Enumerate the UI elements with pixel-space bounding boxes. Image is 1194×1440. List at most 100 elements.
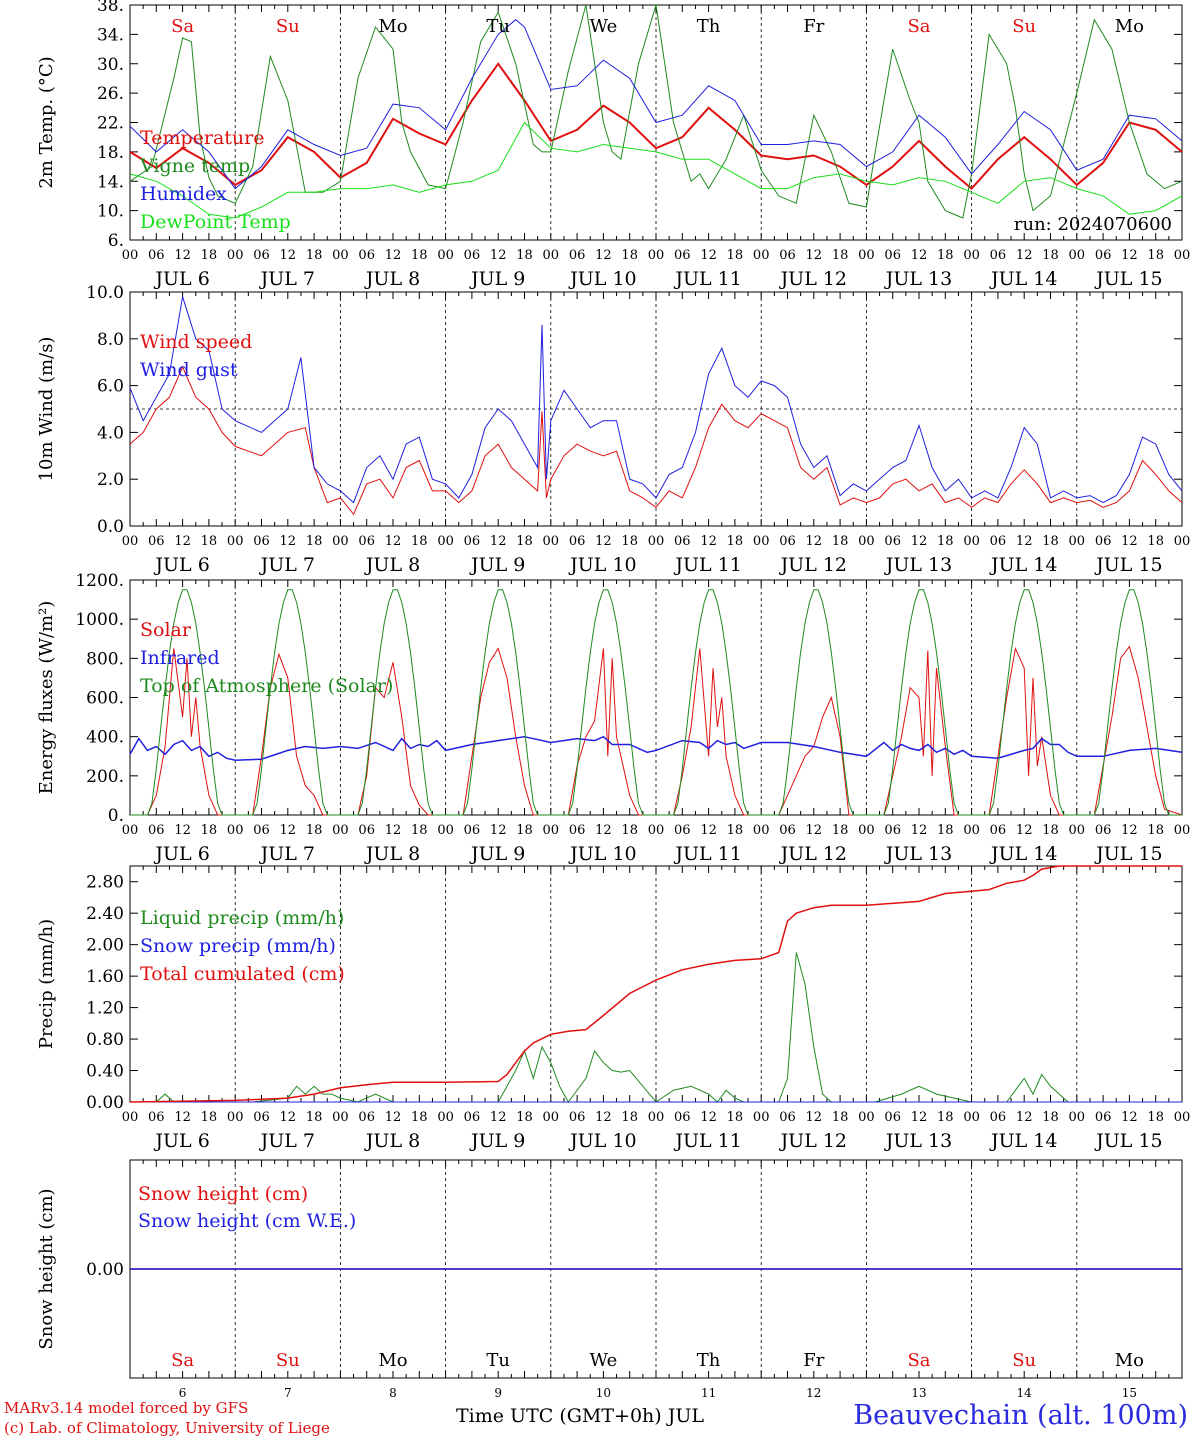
weekday-label: We bbox=[590, 1350, 618, 1371]
y-tick-label: 2.0 bbox=[97, 470, 124, 490]
legend-entry: Wind speed bbox=[140, 331, 252, 353]
x-hour-label: 18 bbox=[201, 1110, 218, 1125]
x-hour-label: 06 bbox=[569, 823, 586, 838]
station-name: Beauvechain (alt. 100m) bbox=[853, 1400, 1188, 1431]
legend-entry: Snow height (cm W.E.) bbox=[138, 1210, 356, 1232]
y-tick-label: 1000. bbox=[75, 610, 124, 630]
x-hour-label: 12 bbox=[1016, 534, 1033, 549]
x-day-label: JUL 10 bbox=[568, 843, 636, 865]
x-hour-label: 18 bbox=[1042, 823, 1059, 838]
series-total-cumulated-cm bbox=[129, 865, 1182, 1103]
x-hour-label: 00 bbox=[1174, 823, 1191, 838]
x-day-number: 13 bbox=[911, 1386, 926, 1400]
x-hour-label: 06 bbox=[674, 248, 691, 263]
x-hour-label: 12 bbox=[174, 534, 191, 549]
y-tick-label: 1.60 bbox=[86, 967, 124, 987]
y-tick-label: 6. bbox=[108, 231, 124, 251]
x-hour-label: 06 bbox=[253, 534, 270, 549]
x-hour-label: 12 bbox=[1121, 248, 1138, 263]
x-hour-label: 18 bbox=[516, 1110, 533, 1125]
x-hour-label: 18 bbox=[937, 248, 954, 263]
x-hour-label: 06 bbox=[358, 1110, 375, 1125]
x-hour-label: 00 bbox=[227, 823, 244, 838]
x-hour-label: 00 bbox=[1069, 248, 1086, 263]
x-day-number: 11 bbox=[701, 1386, 716, 1400]
x-day-label: JUL 10 bbox=[568, 554, 636, 576]
weekday-label: Tu bbox=[486, 1350, 510, 1371]
x-hour-label: 18 bbox=[937, 823, 954, 838]
x-day-label: JUL 8 bbox=[364, 1130, 420, 1152]
x-hour-label: 06 bbox=[148, 534, 165, 549]
x-hour-label: 00 bbox=[648, 823, 665, 838]
series-wind-speed bbox=[129, 365, 1183, 516]
x-hour-label: 12 bbox=[490, 248, 507, 263]
x-day-label: JUL 9 bbox=[469, 268, 525, 290]
x-hour-label: 00 bbox=[963, 534, 980, 549]
x-hour-label: 00 bbox=[332, 248, 349, 263]
x-day-label: JUL 15 bbox=[1094, 554, 1162, 576]
x-day-label: JUL 10 bbox=[568, 268, 636, 290]
x-day-label: JUL 13 bbox=[884, 843, 952, 865]
x-hour-label: 12 bbox=[700, 823, 717, 838]
x-hour-label: 00 bbox=[332, 534, 349, 549]
x-hour-label: 18 bbox=[411, 823, 428, 838]
x-hour-label: 00 bbox=[543, 534, 560, 549]
x-day-label: JUL 14 bbox=[989, 554, 1057, 576]
x-hour-label: 06 bbox=[779, 534, 796, 549]
x-hour-label: 00 bbox=[648, 534, 665, 549]
x-hour-label: 12 bbox=[911, 1110, 928, 1125]
x-hour-label: 00 bbox=[1069, 823, 1086, 838]
x-hour-label: 12 bbox=[490, 1110, 507, 1125]
x-hour-label: 06 bbox=[148, 823, 165, 838]
x-day-number: 8 bbox=[389, 1386, 397, 1400]
panel-1 bbox=[129, 4, 1183, 241]
x-hour-label: 06 bbox=[990, 534, 1007, 549]
x-hour-label: 18 bbox=[306, 823, 323, 838]
x-hour-label: 00 bbox=[437, 1110, 454, 1125]
x-day-label: JUL 9 bbox=[469, 1130, 525, 1152]
y-tick-label: 6.0 bbox=[97, 377, 124, 397]
x-hour-label: 12 bbox=[700, 248, 717, 263]
x-hour-label: 12 bbox=[806, 823, 823, 838]
x-day-label: JUL 12 bbox=[779, 268, 847, 290]
x-hour-label: 06 bbox=[990, 823, 1007, 838]
y-tick-label: 200. bbox=[86, 767, 124, 787]
y-tick-label: 26. bbox=[97, 84, 124, 104]
series-wind-gust bbox=[129, 296, 1183, 504]
weekday-label: Th bbox=[697, 1350, 721, 1371]
x-day-label: JUL 10 bbox=[568, 1130, 636, 1152]
x-day-label: JUL 11 bbox=[673, 843, 741, 865]
x-hour-label: 06 bbox=[148, 1110, 165, 1125]
x-hour-label: 12 bbox=[174, 248, 191, 263]
x-day-label: JUL 13 bbox=[884, 554, 952, 576]
x-day-label: JUL 12 bbox=[779, 843, 847, 865]
x-hour-label: 12 bbox=[1121, 534, 1138, 549]
x-hour-label: 18 bbox=[201, 248, 218, 263]
y-tick-label: 8.0 bbox=[97, 330, 124, 350]
x-hour-label: 00 bbox=[437, 248, 454, 263]
weekday-label: Mo bbox=[378, 16, 407, 37]
legend-entry: Snow precip (mm/h) bbox=[140, 935, 336, 957]
x-hour-label: 12 bbox=[385, 248, 402, 263]
x-hour-label: 06 bbox=[358, 534, 375, 549]
x-hour-label: 00 bbox=[648, 1110, 665, 1125]
x-hour-label: 12 bbox=[1016, 248, 1033, 263]
x-day-label: JUL 6 bbox=[153, 554, 209, 576]
x-day-number: 10 bbox=[596, 1386, 611, 1400]
x-hour-label: 18 bbox=[1147, 823, 1164, 838]
x-day-label: JUL 11 bbox=[673, 1130, 741, 1152]
legend-entry: Temperature bbox=[140, 127, 264, 149]
x-day-label: JUL 9 bbox=[469, 554, 525, 576]
panel-3 bbox=[129, 579, 1183, 816]
x-hour-label: 00 bbox=[122, 1110, 139, 1125]
x-hour-label: 06 bbox=[1095, 534, 1112, 549]
x-hour-label: 12 bbox=[385, 1110, 402, 1125]
x-hour-label: 00 bbox=[753, 248, 770, 263]
x-hour-label: 00 bbox=[227, 534, 244, 549]
x-day-label: JUL 11 bbox=[673, 554, 741, 576]
y-axis-title: Snow height (cm) bbox=[36, 1188, 57, 1349]
x-hour-label: 18 bbox=[727, 823, 744, 838]
x-hour-label: 18 bbox=[621, 534, 638, 549]
x-hour-label: 12 bbox=[911, 534, 928, 549]
x-hour-label: 12 bbox=[1121, 1110, 1138, 1125]
